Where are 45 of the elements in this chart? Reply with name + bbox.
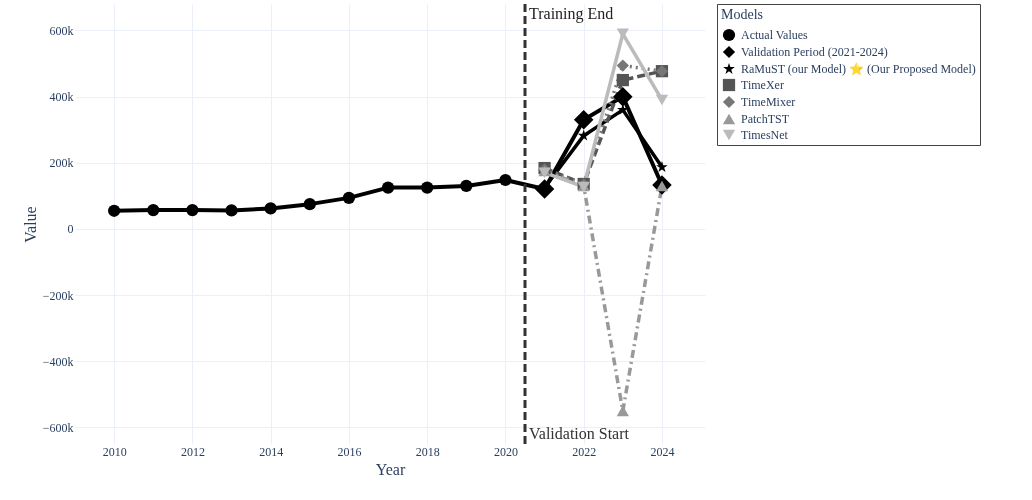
x-tick-label: 2016 (337, 444, 362, 459)
x-tick-label: 2012 (180, 444, 205, 459)
point (342, 191, 356, 204)
x-tick-label: 2010 (102, 444, 127, 459)
point (303, 198, 316, 211)
legend-label: TimeXer (741, 78, 784, 92)
y-tick-label: 600k (49, 23, 74, 38)
x-tick-label: 2024 (650, 444, 675, 459)
x-tick-label: 2014 (259, 444, 284, 459)
point (616, 59, 629, 72)
legend-label: Validation Period (2021-2024) (741, 45, 888, 59)
ref-line-label: Training End (529, 5, 614, 23)
x-tick-label: 2018 (415, 444, 440, 459)
annotation: Validation Start (529, 425, 630, 443)
y-tick-label: 400k (49, 90, 74, 105)
x-axis-title: Year (375, 460, 406, 478)
y-tick-label: 200k (49, 156, 74, 171)
point (573, 110, 594, 130)
point (613, 86, 633, 107)
point (656, 160, 668, 173)
x-tick-label: 2022 (572, 444, 597, 459)
y-tick-label: −400k (42, 354, 74, 369)
point (381, 181, 395, 194)
point (421, 181, 434, 194)
legend-label: Actual Values (741, 28, 809, 42)
legend-label: RaMuST (our Model) ⭐ (Our Proposed Model) (741, 62, 976, 76)
point (460, 179, 473, 193)
point (655, 94, 669, 106)
legend-title: Models (721, 7, 763, 22)
point (225, 204, 238, 217)
point (264, 202, 277, 215)
y-tick-label: −200k (42, 288, 74, 303)
point (616, 73, 629, 87)
point (108, 204, 121, 217)
y-tick-label: −600k (42, 420, 74, 435)
legend-label: PatchTST (741, 112, 790, 126)
point (186, 203, 199, 217)
x-tick-label: 2020 (493, 444, 518, 459)
point (147, 203, 160, 217)
legend-label: TimeMixer (741, 95, 796, 109)
y-axis-title: Value (21, 206, 39, 243)
legend-label: TimesNet (741, 128, 789, 142)
point (577, 129, 590, 141)
y-tick-label: 0 (67, 222, 74, 237)
point (499, 173, 512, 187)
